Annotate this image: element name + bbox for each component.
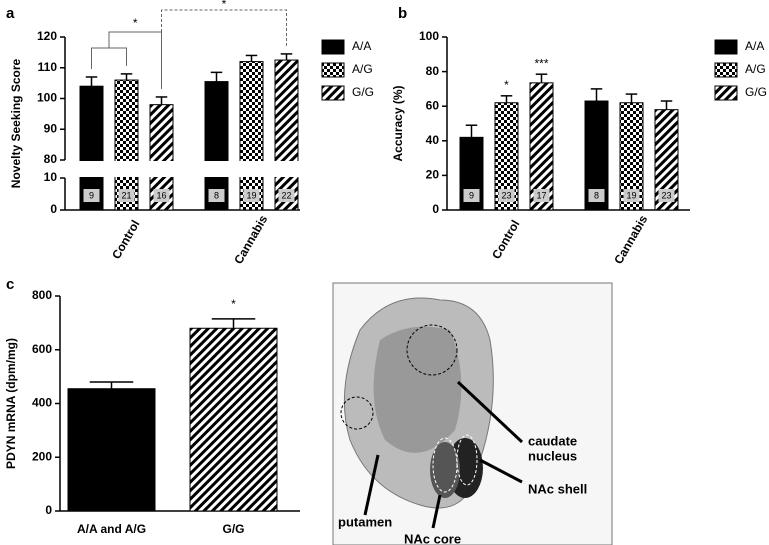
legend-label: A/A [352, 39, 371, 53]
sample-size-box [463, 189, 480, 202]
y-tick-label: 20 [426, 168, 440, 182]
bar [67, 388, 156, 512]
x-tick-label: A/A and A/G [77, 522, 146, 536]
y-tick-label: 0 [50, 202, 57, 216]
legend-label: A/G [352, 62, 373, 76]
y-tick-label: 400 [32, 396, 52, 410]
legend-label: G/G [745, 85, 767, 99]
x-tick-label: G/G [222, 522, 244, 536]
legend-swatch [714, 39, 738, 55]
y-axis-label: Novelty Seeking Score [9, 58, 23, 188]
image-label: putamen [338, 514, 392, 529]
y-tick-label: 600 [32, 342, 52, 356]
y-tick-label: 80 [44, 152, 58, 166]
sample-size: 23 [501, 190, 511, 200]
axis-break [203, 161, 230, 177]
significance-label: * [231, 297, 236, 311]
sample-size-box [278, 189, 295, 202]
legend-swatch [321, 39, 345, 55]
sample-size-box [153, 189, 170, 202]
image-label: NAc core [404, 531, 461, 545]
x-tick-label: Cannabis [231, 212, 270, 266]
sample-size-box [588, 189, 605, 202]
x-tick-label: Control [109, 218, 142, 262]
y-tick-label: 0 [432, 202, 439, 216]
y-tick-label: 90 [44, 121, 58, 135]
panel-letter: b [398, 5, 407, 22]
y-tick-label: 110 [38, 60, 58, 74]
sample-size-box [658, 189, 675, 202]
significance-bracket [161, 9, 287, 46]
sample-size: 19 [246, 190, 256, 200]
legend-swatch [321, 85, 345, 101]
significance-label: *** [534, 56, 548, 70]
legend-label: G/G [352, 85, 374, 99]
y-tick-label: 60 [426, 98, 440, 112]
y-axis-label: PDYN mRNA (dpm/mg) [4, 338, 18, 469]
image-label: caudate [528, 433, 577, 448]
significance-label: * [222, 0, 227, 11]
y-axis-label: Accuracy (%) [391, 85, 405, 161]
sample-size: 8 [594, 190, 599, 200]
y-tick-label: 40 [426, 133, 440, 147]
sample-size-box [83, 189, 100, 202]
sample-size: 9 [469, 190, 474, 200]
sample-size: 22 [281, 190, 291, 200]
axis-break [78, 161, 105, 177]
sample-size: 19 [626, 190, 636, 200]
significance-bracket [91, 31, 162, 89]
sample-size-box [118, 189, 135, 202]
legend-swatch [714, 85, 738, 101]
image-label: nucleus [528, 448, 577, 463]
sample-size: 9 [89, 190, 94, 200]
sample-size: 23 [661, 190, 671, 200]
sample-size: 17 [536, 190, 546, 200]
y-tick-label: 120 [37, 29, 57, 43]
brain-image [332, 282, 613, 545]
legend-label: A/G [745, 62, 766, 76]
y-tick-label: 10 [44, 170, 58, 184]
y-tick-label: 200 [32, 449, 52, 463]
sample-size: 21 [121, 190, 131, 200]
sample-size-box [243, 189, 260, 202]
x-tick-label: Control [489, 218, 522, 262]
sample-size-box [533, 189, 550, 202]
bar [274, 59, 299, 211]
sample-size: 16 [156, 190, 166, 200]
panel-letter: a [6, 5, 15, 22]
legend-swatch [321, 62, 345, 78]
sample-size-box [498, 189, 515, 202]
x-tick-label: Cannabis [611, 212, 650, 266]
significance-label: * [504, 78, 509, 92]
sample-size: 8 [214, 190, 219, 200]
axis-break [148, 161, 175, 177]
sample-size-box [623, 189, 640, 202]
y-tick-label: 800 [32, 288, 52, 302]
legend-label: A/A [745, 39, 764, 53]
y-tick-label: 80 [426, 64, 440, 78]
y-tick-label: 0 [45, 503, 52, 517]
y-tick-label: 100 [419, 29, 439, 43]
axis-break [113, 161, 140, 177]
axis-break [238, 161, 265, 177]
legend-swatch [714, 62, 738, 78]
bar [239, 61, 264, 211]
sample-size-box [208, 189, 225, 202]
significance-label: * [133, 16, 138, 30]
bar [189, 327, 278, 512]
y-tick-label: 100 [37, 91, 57, 105]
panel-letter: c [6, 276, 14, 293]
image-label: NAc shell [528, 481, 587, 496]
axis-break [273, 161, 300, 177]
